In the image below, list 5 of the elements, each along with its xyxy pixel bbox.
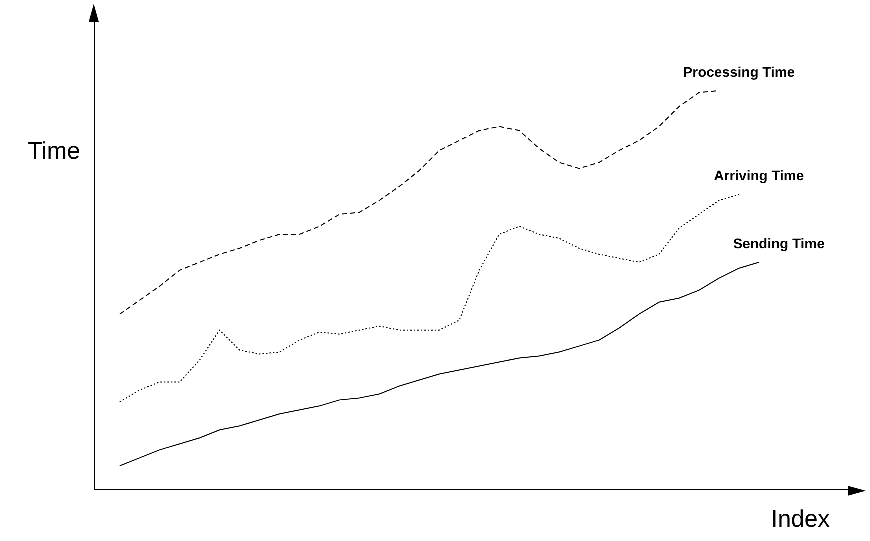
series-label: Sending Time	[733, 235, 826, 252]
x-axis-title: Index	[771, 506, 830, 534]
series-label: Processing Time	[683, 64, 796, 80]
y-axis-title: Time	[28, 138, 80, 166]
series-label: Arriving Time	[714, 168, 804, 184]
